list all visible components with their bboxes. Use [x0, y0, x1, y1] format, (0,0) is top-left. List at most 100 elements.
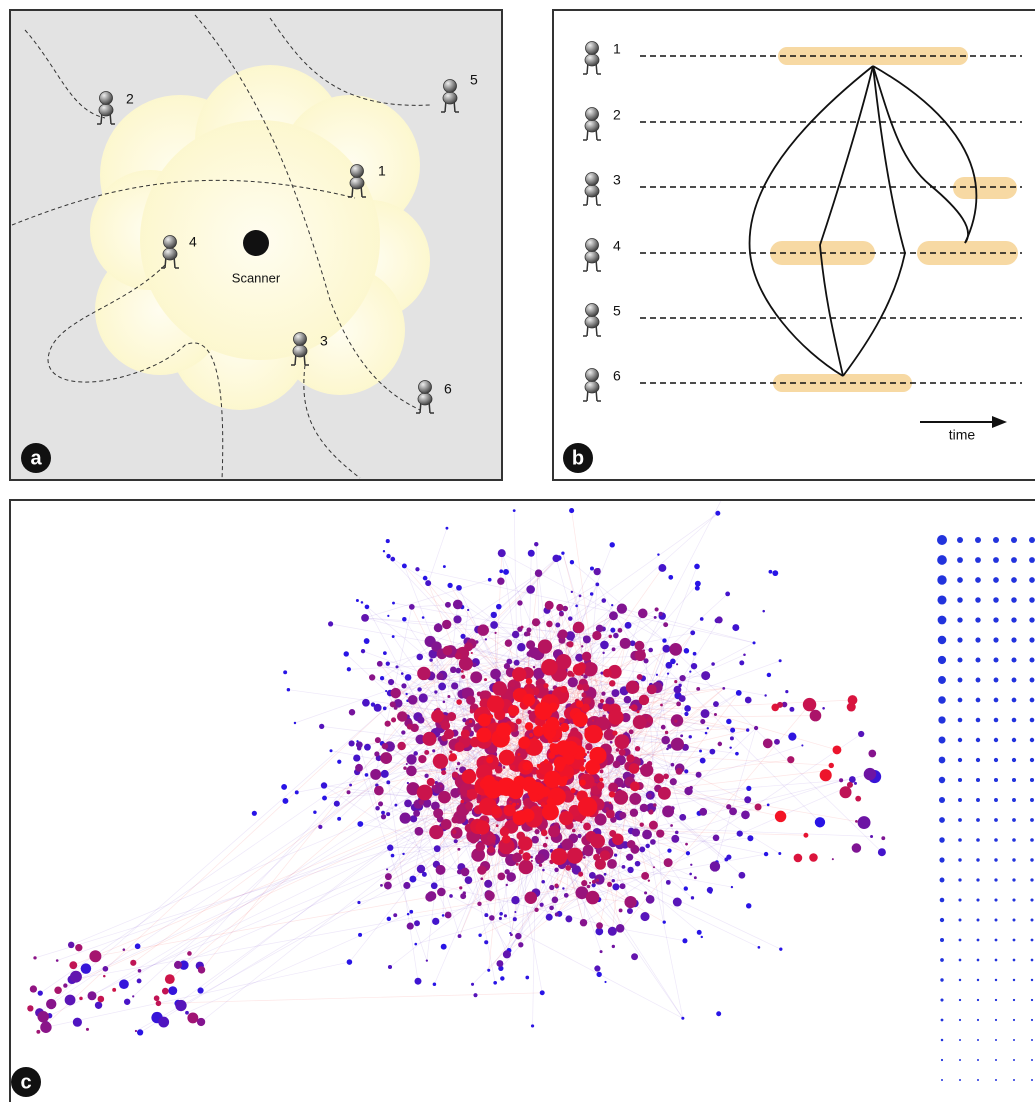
node: [545, 717, 559, 731]
node: [424, 750, 429, 755]
node: [940, 878, 945, 883]
node: [649, 821, 658, 830]
node: [604, 981, 606, 983]
node: [349, 784, 352, 787]
node: [977, 1039, 979, 1041]
node: [391, 717, 396, 722]
node: [558, 629, 568, 639]
node: [137, 1029, 143, 1035]
node: [555, 912, 559, 916]
node: [975, 657, 980, 662]
node: [788, 733, 796, 741]
node: [526, 585, 535, 594]
node: [356, 741, 363, 748]
node: [587, 885, 591, 889]
node: [778, 852, 781, 855]
node: [154, 995, 160, 1001]
node: [471, 652, 473, 654]
node: [755, 803, 762, 810]
node: [602, 652, 604, 654]
node: [441, 721, 450, 730]
node: [456, 699, 462, 705]
node: [403, 882, 410, 889]
node: [994, 838, 998, 842]
node: [554, 868, 558, 872]
node: [432, 749, 435, 752]
node: [447, 695, 450, 698]
node: [197, 987, 203, 993]
node: [453, 615, 461, 623]
node: [187, 1012, 198, 1023]
node: [417, 717, 424, 724]
node: [941, 1059, 943, 1061]
node: [937, 555, 947, 565]
node: [630, 781, 640, 791]
node: [443, 646, 453, 656]
node: [976, 838, 980, 842]
node: [46, 999, 56, 1009]
node: [739, 660, 744, 665]
node: [156, 1001, 162, 1007]
node: [718, 742, 723, 747]
node: [407, 782, 409, 784]
node: [682, 938, 687, 943]
node: [443, 701, 446, 704]
node: [994, 798, 998, 802]
node: [386, 554, 390, 558]
node: [375, 806, 380, 811]
node: [1030, 778, 1034, 782]
node: [939, 777, 945, 783]
node: [63, 983, 67, 987]
node: [558, 739, 560, 741]
node: [484, 940, 488, 944]
node: [600, 641, 609, 650]
node: [523, 694, 536, 707]
node: [620, 717, 623, 720]
node: [538, 860, 541, 863]
node: [556, 604, 563, 611]
node: [713, 834, 720, 841]
node: [526, 678, 533, 685]
node: [610, 542, 615, 547]
node: [337, 817, 341, 821]
node: [870, 835, 873, 838]
node: [573, 663, 585, 675]
node: [1012, 818, 1016, 822]
node: [568, 677, 578, 687]
node: [508, 705, 519, 716]
node: [380, 884, 383, 887]
node: [461, 729, 470, 738]
node: [640, 822, 644, 826]
node: [358, 933, 362, 937]
node: [622, 865, 626, 869]
node: [391, 854, 395, 858]
node: [453, 600, 463, 610]
node: [658, 564, 666, 572]
node: [624, 896, 636, 908]
node: [452, 830, 456, 834]
node: [492, 806, 501, 815]
node: [975, 637, 980, 642]
node: [1031, 979, 1033, 981]
node: [523, 762, 530, 769]
node: [583, 636, 591, 644]
node: [637, 710, 640, 713]
node: [135, 943, 141, 949]
node: [461, 800, 465, 804]
node: [541, 659, 558, 676]
node: [958, 798, 962, 802]
node: [484, 913, 488, 917]
node: [492, 681, 507, 696]
node: [772, 570, 778, 576]
node: [541, 880, 545, 884]
node: [957, 637, 962, 642]
node: [485, 638, 487, 640]
node: [940, 978, 943, 981]
node: [993, 537, 999, 543]
node: [438, 791, 451, 804]
node: [567, 848, 583, 864]
node: [693, 652, 697, 656]
node: [848, 695, 858, 705]
node: [645, 844, 649, 848]
node: [726, 804, 731, 809]
